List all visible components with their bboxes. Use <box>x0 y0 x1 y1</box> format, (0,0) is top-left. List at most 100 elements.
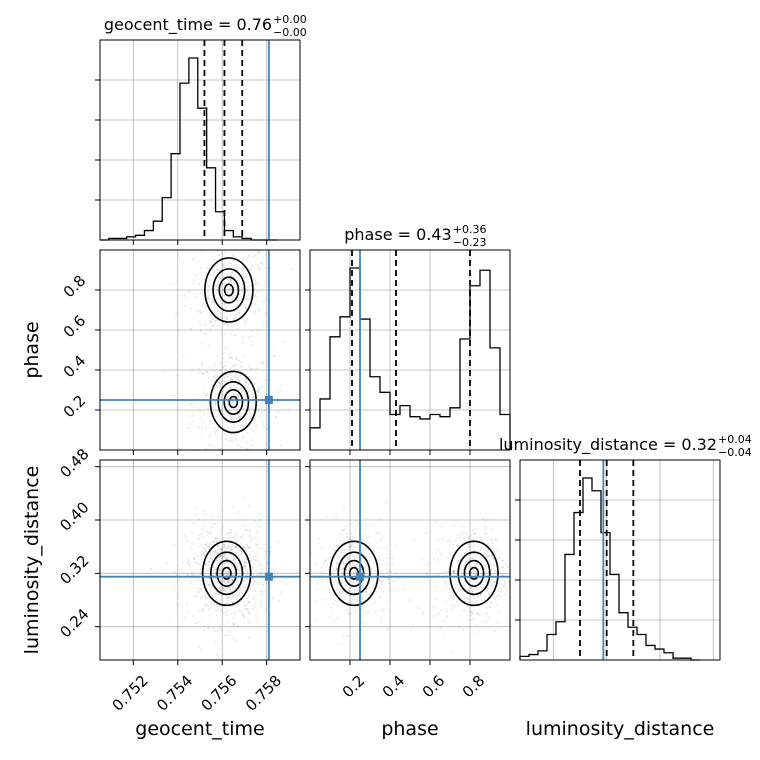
scatter-point <box>255 423 258 427</box>
scatter-point <box>212 627 216 630</box>
scatter-point <box>221 611 224 615</box>
scatter-point <box>258 512 261 515</box>
scatter-point <box>330 616 333 619</box>
scatter-point <box>432 606 435 609</box>
scatter-point <box>456 599 459 602</box>
scatter-point <box>470 557 473 561</box>
scatter-point <box>269 267 272 270</box>
scatter-point <box>346 557 349 560</box>
scatter-point <box>186 573 189 577</box>
density-contour <box>212 268 246 312</box>
scatter-point <box>241 287 244 291</box>
scatter-point <box>480 593 483 596</box>
scatter-point <box>345 532 349 536</box>
scatter-point <box>395 577 398 581</box>
scatter-point <box>480 536 483 539</box>
scatter-point <box>236 393 239 396</box>
scatter-point <box>223 547 226 550</box>
scatter-point <box>341 529 344 533</box>
scatter-point <box>220 251 223 254</box>
scatter-point <box>340 590 344 593</box>
scatter-point <box>231 253 234 256</box>
scatter-point <box>188 290 191 294</box>
panel-frame <box>309 249 511 451</box>
scatter-point <box>468 544 471 548</box>
scatter-point <box>205 393 208 396</box>
scatter-point <box>210 445 213 448</box>
scatter-point <box>317 537 320 541</box>
scatter-point <box>457 626 460 629</box>
scatter-point <box>187 426 191 429</box>
scatter-point <box>434 598 437 601</box>
scatter-point <box>229 377 233 380</box>
scatter-point <box>230 288 233 292</box>
scatter-point <box>354 570 357 573</box>
x-axis-label-geocent_time: geocent_time <box>135 718 264 740</box>
scatter-point <box>487 587 490 590</box>
scatter-point <box>355 610 358 614</box>
scatter-point <box>255 367 258 370</box>
scatter-point <box>501 559 504 562</box>
scatter-point <box>236 583 239 586</box>
scatter-point <box>393 588 396 592</box>
scatter-point <box>254 590 257 593</box>
scatter-point <box>221 555 224 558</box>
scatter-point <box>217 544 221 548</box>
scatter-point <box>242 580 245 583</box>
scatter-point <box>236 580 239 583</box>
scatter-point <box>370 577 373 580</box>
scatter-point <box>252 563 255 566</box>
scatter-point <box>226 323 229 326</box>
scatter-point <box>217 592 220 596</box>
scatter-point <box>214 538 217 541</box>
scatter-point <box>474 599 477 602</box>
scatter-point <box>206 584 210 587</box>
truth-point <box>356 572 364 581</box>
scatter-point <box>316 582 320 585</box>
scatter-point <box>199 330 202 333</box>
scatter-point <box>395 544 398 547</box>
scatter-point <box>264 378 267 381</box>
scatter-point <box>365 573 368 576</box>
scatter-point <box>224 298 227 302</box>
scatter-point <box>425 572 429 575</box>
scatter-point <box>183 534 187 537</box>
panel-2d-geocent_time-luminosity_distance <box>100 460 300 660</box>
scatter-point <box>191 419 194 422</box>
scatter-point <box>280 383 283 386</box>
scatter-point <box>378 578 381 581</box>
scatter-point <box>454 587 457 590</box>
scatter-point <box>240 361 243 364</box>
scatter-point <box>504 583 507 586</box>
scatter-point <box>226 375 230 379</box>
scatter-point <box>218 568 221 571</box>
scatter-point <box>479 593 483 596</box>
scatter-point <box>320 566 323 570</box>
scatter-point <box>232 594 235 597</box>
scatter-point <box>257 582 260 585</box>
scatter-point <box>208 393 211 396</box>
panel-grid <box>95 40 300 240</box>
scatter-point <box>257 578 260 581</box>
scatter-point <box>183 294 186 297</box>
scatter-point <box>488 591 491 595</box>
scatter-point <box>446 615 449 618</box>
scatter-point <box>199 323 202 326</box>
scatter-point <box>213 369 216 372</box>
scatter-point <box>230 367 233 370</box>
scatter-point <box>485 550 489 553</box>
scatter-point <box>230 385 233 388</box>
scatter-point <box>256 559 260 562</box>
scatter-point <box>206 281 209 284</box>
scatter-point <box>354 519 358 522</box>
panel-grid <box>305 250 510 450</box>
scatter-point <box>221 282 224 285</box>
scatter-point <box>417 606 420 610</box>
scatter-point <box>243 354 246 357</box>
scatter-point <box>212 271 216 274</box>
scatter-point <box>257 308 260 311</box>
scatter-point <box>226 596 229 599</box>
scatter-point <box>219 547 222 550</box>
scatter-point <box>495 621 498 624</box>
scatter-point <box>221 549 224 552</box>
